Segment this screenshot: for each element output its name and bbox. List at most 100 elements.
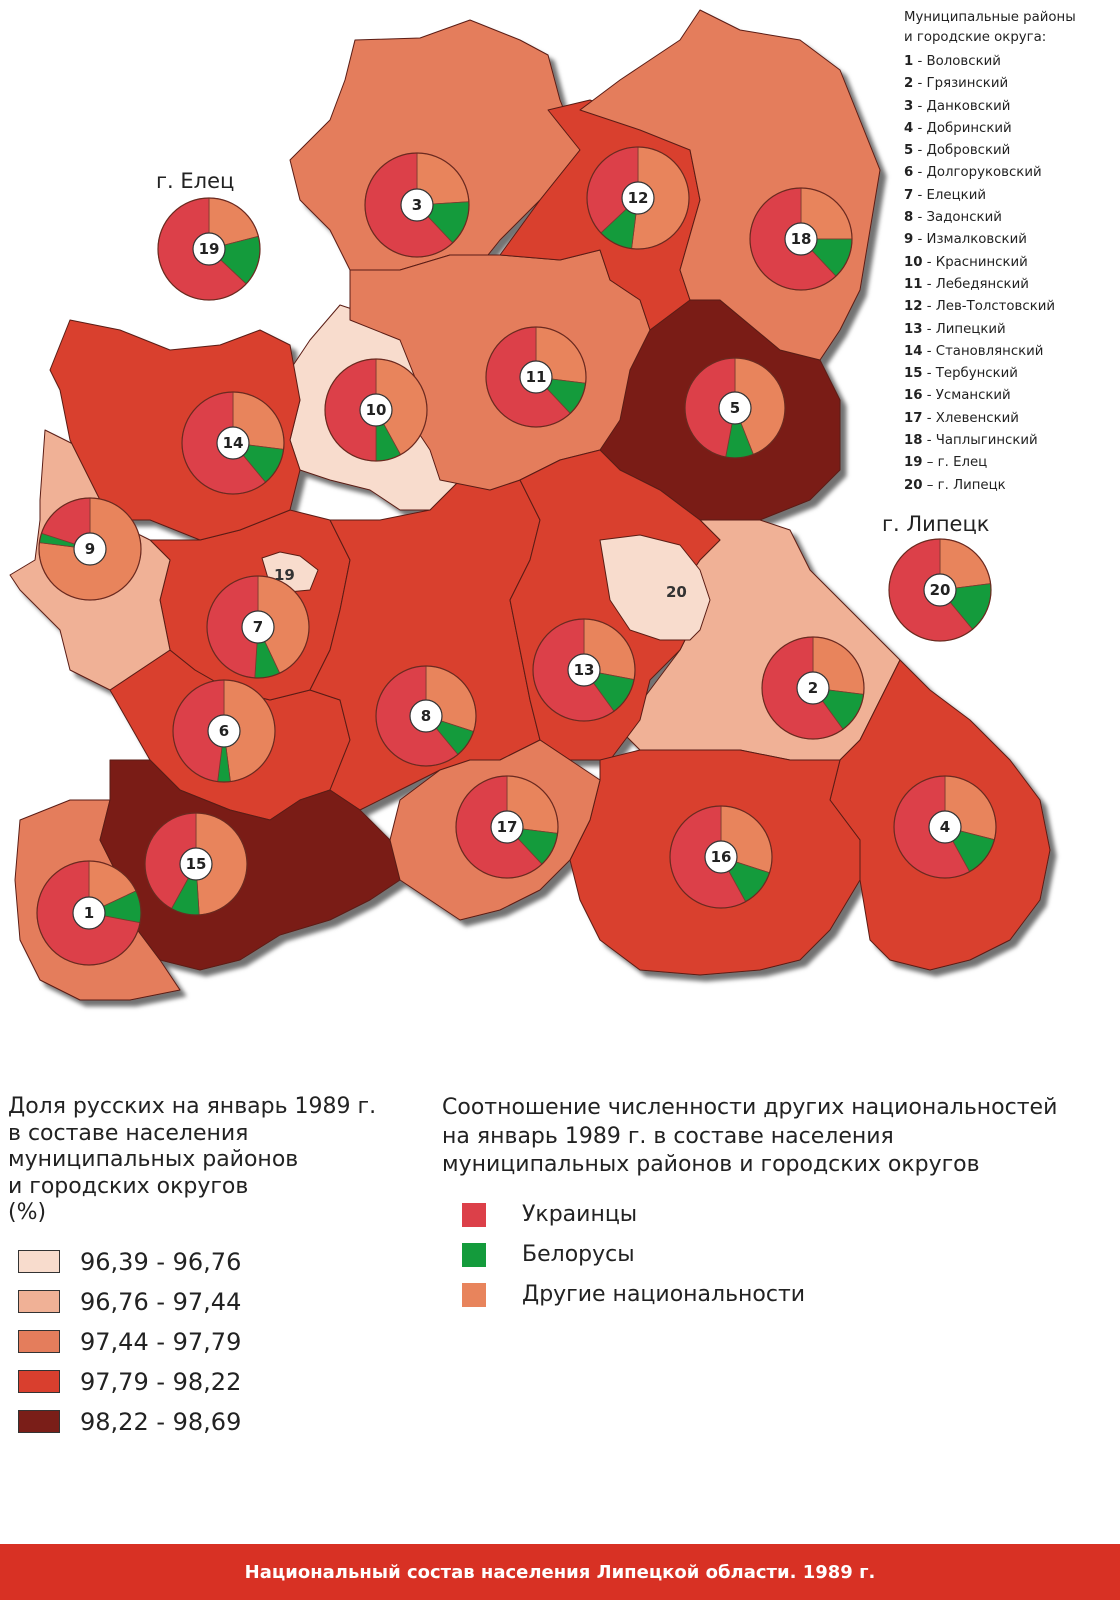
legend-class-swatch	[18, 1410, 60, 1433]
district-list-separator: -	[922, 410, 936, 426]
legend-nationality-row: Другие национальности	[442, 1275, 1102, 1315]
district-list-item: 7 - Елецкий	[904, 185, 1076, 207]
district-list-item: 20 – г. Липецк	[904, 475, 1076, 497]
district-list-name: Усманский	[935, 388, 1011, 404]
district-list-separator: -	[922, 366, 936, 382]
pie-14-number: 14	[223, 434, 244, 452]
district-list-number: 11	[904, 276, 923, 292]
district-list-separator: -	[922, 343, 936, 359]
pie-8-number: 8	[421, 707, 431, 725]
district-list-heading: Муниципальные районы и городские округа:	[904, 10, 1076, 45]
legend-class-list: 96,39 - 96,76 96,76 - 97,44 97,44 - 97,79 9…	[8, 1242, 408, 1442]
pie-2-center	[796, 671, 830, 705]
pie-17: 17	[455, 775, 559, 879]
district-list-item: 19 – г. Елец	[904, 452, 1076, 474]
district-list-name: Становлянский	[935, 343, 1044, 359]
district-list-separator: -	[922, 321, 936, 337]
district-list-item: 11 - Лебедянский	[904, 274, 1076, 296]
legend-class-label: 98,22 - 98,69	[80, 1407, 242, 1436]
district-list-name: Лев-Толстовский	[935, 299, 1056, 315]
pie-1-outline	[36, 860, 142, 966]
pie-5-center	[718, 391, 752, 425]
district-list-number: 1	[904, 54, 914, 69]
district-list-name: Лебедянский	[935, 276, 1029, 292]
pie-20: 20	[888, 538, 992, 642]
district-list-name: Тербунский	[935, 366, 1018, 382]
map-label-lipetsk-area: 20	[666, 583, 687, 601]
legend-nationality-ratio: Соотношение численности других националь…	[442, 1094, 1102, 1315]
legend-class-label: 97,79 - 98,22	[80, 1367, 242, 1396]
legend-class-label: 97,44 - 97,79	[80, 1327, 242, 1356]
pie-20-number: 20	[930, 581, 951, 599]
pie-5-outline	[684, 357, 786, 459]
district-list-separator: -	[913, 210, 927, 226]
district-list-separator: -	[913, 232, 927, 248]
district-list-item: 14 - Становлянский	[904, 341, 1076, 363]
pie-14-center	[216, 426, 250, 460]
pie-5-number: 5	[730, 399, 740, 417]
district-list-name: г. Елец	[937, 455, 988, 471]
pie-17-outline	[455, 775, 559, 879]
district-list-number: 13	[904, 321, 923, 337]
district-list-number: 17	[904, 410, 923, 426]
district-list-name: Хлевенский	[935, 410, 1019, 426]
pie-19-center	[192, 232, 226, 266]
legend-class-row: 98,22 - 98,69	[8, 1402, 408, 1442]
pie-11-number: 11	[526, 368, 547, 386]
pie-12-center	[621, 181, 655, 215]
district-list-name: Добринский	[926, 120, 1012, 136]
legend-class-row: 96,76 - 97,44	[8, 1282, 408, 1322]
district-list-item: 16 - Усманский	[904, 385, 1076, 407]
pie-19-number: 19	[199, 240, 220, 258]
pie-20-center	[923, 573, 957, 607]
district-list-item: 6 - Долгоруковский	[904, 162, 1076, 184]
district-list-number: 8	[904, 210, 914, 226]
pie-18-outline	[749, 187, 853, 291]
pie-1-number: 1	[84, 904, 94, 922]
legend-nationality-list: Украинцы Белорусы Другие национальности	[442, 1195, 1102, 1315]
district-list: Муниципальные районы и городские округа:…	[904, 8, 1076, 497]
district-list-item: 9 - Измалковский	[904, 229, 1076, 251]
district-list-number: 9	[904, 232, 914, 248]
pie-17-number: 17	[497, 818, 518, 836]
district-list-number: 2	[904, 76, 914, 92]
pie-18: 18	[749, 187, 853, 291]
pie-11-outline	[485, 326, 587, 428]
district-list-separator: -	[913, 98, 927, 114]
legend-nationality-row: Белорусы	[442, 1235, 1102, 1275]
legend-class-swatch	[18, 1330, 60, 1353]
district-list-separator: –	[922, 477, 938, 493]
legend-russian-share-title: Доля русских на январь 1989 г. в составе…	[8, 1094, 377, 1225]
district-list-item: 3 - Данковский	[904, 96, 1076, 118]
pie-13-number: 13	[574, 661, 595, 679]
district-list-item: 4 - Добринский	[904, 118, 1076, 140]
district-list-number: 18	[904, 433, 923, 449]
pie-3-center	[400, 188, 434, 222]
city-title-lipetsk: г. Липецк	[882, 512, 989, 536]
pie-5: 5	[684, 357, 786, 459]
pie-6-center	[207, 714, 241, 748]
pie-16-outline	[669, 805, 773, 909]
legend-nationality-label: Украинцы	[522, 1202, 638, 1227]
footer-caption: Национальный состав населения Липецкой о…	[0, 1544, 1120, 1600]
pie-15-number: 15	[186, 855, 207, 873]
pie-13-outline	[532, 618, 636, 722]
pie-4-number: 4	[940, 818, 950, 836]
district-list-name: Грязинский	[926, 76, 1009, 92]
pie-10-center	[359, 393, 393, 427]
pie-8-center	[409, 699, 443, 733]
district-list-item: 18 - Чаплыгинский	[904, 430, 1076, 452]
pie-19-outline	[157, 197, 261, 301]
legend-nationality-ratio-title: Соотношение численности других националь…	[442, 1095, 1058, 1177]
district-list-name: Долгоруковский	[926, 165, 1042, 181]
pie-7-outline	[206, 575, 310, 679]
pie-16: 16	[669, 805, 773, 909]
pie-15: 15	[144, 812, 248, 916]
legend-class-row: 97,79 - 98,22	[8, 1362, 408, 1402]
district-list-number: 12	[904, 299, 923, 315]
district-list-separator: -	[913, 120, 927, 136]
district-list-name: Краснинский	[935, 254, 1028, 270]
pie-15-center	[179, 847, 213, 881]
district-list-number: 16	[904, 388, 923, 404]
pie-8: 8	[375, 665, 477, 767]
